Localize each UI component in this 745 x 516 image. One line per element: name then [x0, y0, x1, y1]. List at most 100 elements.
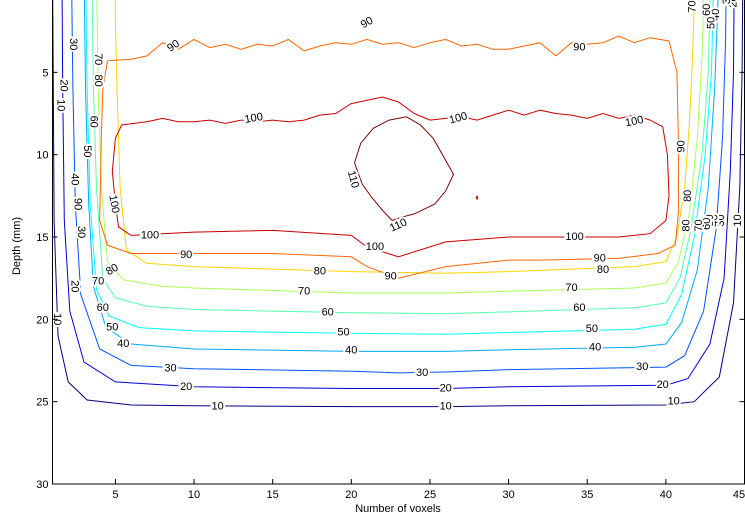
contour-label-halo: 10	[668, 396, 680, 408]
contour-label-halo: 30	[164, 363, 176, 375]
contour-label-halo: 40	[710, 9, 722, 21]
contour-label-halo: 20	[728, 0, 740, 8]
contour-label-40: 40	[589, 341, 601, 353]
contour-label-20: 20	[69, 280, 81, 292]
contour-label-halo: 20	[58, 79, 70, 91]
contour-label-halo: 100	[366, 241, 384, 253]
contour-label-halo: 60	[322, 307, 334, 319]
contour-label-40: 40	[117, 338, 129, 350]
x-tick-label: 35	[581, 489, 593, 501]
contour-label-80: 80	[597, 264, 609, 276]
contour-label-halo: 70	[687, 0, 699, 12]
x-tick-label: 45	[733, 489, 745, 501]
contour-line-50	[85, 0, 714, 335]
contour-label-halo: 80	[597, 264, 609, 276]
contour-label-50: 50	[106, 322, 118, 334]
contour-line-90	[99, 35, 679, 279]
contour-label-90: 90	[594, 252, 606, 264]
contour-label-40: 40	[69, 173, 81, 185]
contour-label-halo: 50	[81, 145, 93, 157]
contour-label-10: 10	[668, 396, 680, 408]
contour-label-halo: 80	[680, 219, 692, 231]
contour-label-halo: 50	[586, 323, 598, 335]
contour-label-100: 100	[244, 111, 264, 126]
contour-line-20	[61, 0, 735, 389]
contour-label-halo: 70	[565, 282, 577, 294]
contour-label-20: 20	[440, 383, 452, 395]
contour-label-halo: 10	[732, 214, 744, 226]
contour-label-50: 50	[337, 327, 349, 339]
contour-label-100: 100	[624, 114, 644, 130]
contour-label-halo: 80	[314, 266, 326, 278]
contour-line-80	[114, 0, 695, 274]
contour-label-30: 30	[416, 367, 428, 379]
contour-line-100	[111, 96, 670, 258]
contour-label-90: 90	[676, 140, 688, 152]
contour-line-40	[83, 0, 719, 352]
x-tick-label: 40	[660, 489, 672, 501]
contour-label-halo: 60	[701, 4, 713, 16]
contour-label-30: 30	[67, 38, 79, 50]
contour-label-halo: 80	[682, 190, 694, 202]
x-tick-label: 30	[502, 489, 514, 501]
contour-label-90: 90	[165, 38, 182, 55]
contour-label-10: 10	[440, 401, 452, 413]
contour-label-110: 110	[345, 169, 361, 189]
contour-label-40: 40	[709, 214, 721, 226]
contour-label-30: 30	[715, 214, 727, 226]
contour-label-20: 20	[58, 79, 70, 91]
contour-label-halo: 40	[589, 341, 601, 353]
contour-label-100: 100	[366, 241, 384, 253]
x-tick-label: 10	[188, 489, 200, 501]
contour-label-halo: 10	[211, 401, 223, 413]
contour-label-halo: 10	[54, 99, 66, 111]
contour-label-halo: 40	[69, 173, 81, 185]
contour-label-40: 40	[710, 9, 722, 21]
contour-label-80: 80	[314, 266, 326, 278]
contour-label-90: 90	[384, 271, 396, 283]
contour-label-80: 80	[680, 219, 692, 231]
contour-label-90: 90	[573, 42, 585, 54]
contour-label-70: 70	[92, 276, 104, 288]
contour-label-halo: 90	[384, 271, 396, 283]
contour-label-halo: 50	[106, 322, 118, 334]
contour-label-100: 100	[448, 110, 469, 126]
contour-label-50: 50	[586, 323, 598, 335]
x-axis-label: Number of voxels	[355, 503, 441, 515]
contour-label-80: 80	[92, 74, 104, 86]
contour-label-90: 90	[180, 249, 192, 261]
contour-label-60: 60	[701, 218, 713, 230]
contour-line-70	[96, 0, 705, 294]
contour-label-100: 100	[106, 194, 121, 214]
contour-label-halo: 100	[565, 231, 583, 243]
contour-lines	[52, 0, 744, 408]
contour-line-30	[71, 0, 727, 374]
contour-label-70: 70	[693, 219, 705, 231]
x-axis: 5 10 15 20 25 30 35 40 45	[112, 479, 745, 501]
contour-label-halo: 100	[141, 229, 159, 241]
contour-label-halo: 110	[345, 169, 361, 189]
contour-label-50: 50	[706, 17, 718, 29]
contour-label-70: 70	[92, 53, 104, 65]
y-tick-label: 20	[36, 314, 48, 326]
contour-line-10	[52, 0, 744, 408]
contour-label-50: 50	[81, 145, 93, 157]
x-tick-label: 20	[345, 489, 357, 501]
contour-label-60: 60	[97, 302, 109, 314]
contour-label-halo: 30	[721, 0, 733, 4]
contour-label-halo: 30	[75, 226, 87, 238]
y-axis-label: Depth (mm)	[11, 217, 23, 275]
contour-label-halo: 40	[117, 338, 129, 350]
contour-label-30: 30	[636, 361, 648, 373]
contour-line-60	[91, 0, 711, 315]
contour-label-100: 100	[565, 231, 583, 243]
contour-label-60: 60	[322, 307, 334, 319]
contour-label-30: 30	[721, 0, 733, 4]
contour-label-halo: 70	[298, 285, 310, 297]
contour-label-halo: 50	[704, 214, 716, 226]
contour-label-halo: 90	[676, 140, 688, 152]
contour-label-40: 40	[345, 345, 357, 357]
contour-label-halo: 90	[72, 198, 84, 210]
